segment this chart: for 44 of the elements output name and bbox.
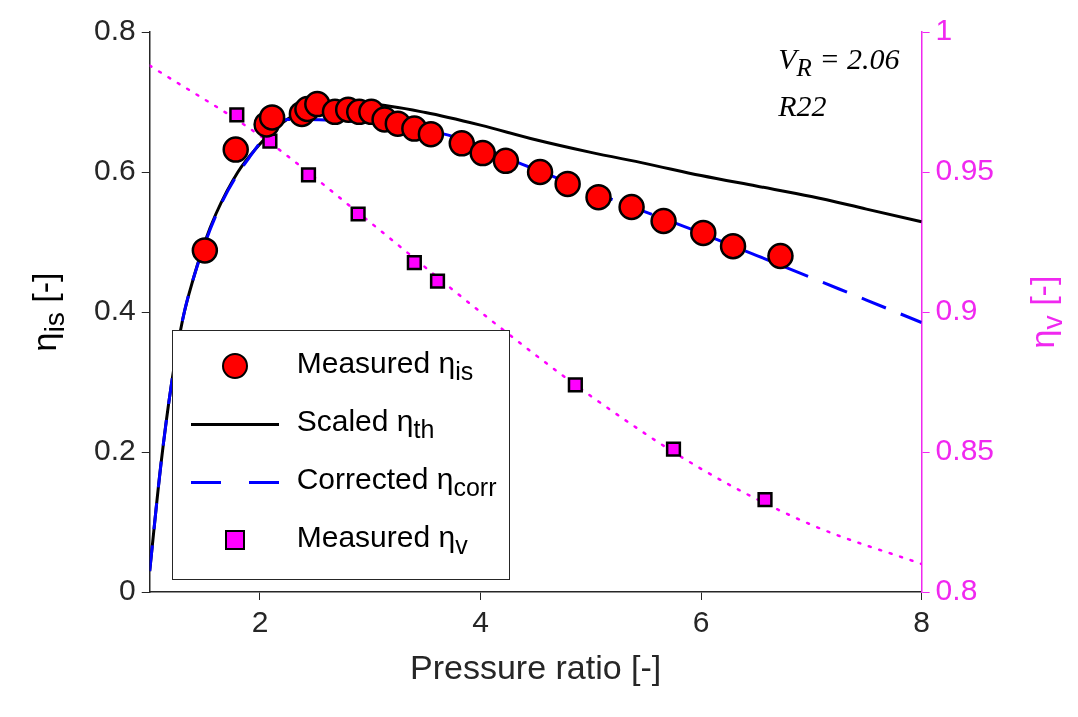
y2-tick-label: 0.95 [935,153,994,187]
y2-tick-label: 0.9 [935,293,978,327]
y-tick-label: 0 [119,573,136,607]
y2-tick-label: 0.85 [935,433,994,467]
point [406,255,422,271]
legend-label: Scaled η$_{th}$ [296,404,435,444]
point [567,377,583,393]
x-tick-label: 6 [692,605,710,639]
point [767,242,794,270]
annotation: R22 [778,88,828,124]
x-tick-label: 2 [251,605,269,639]
y-tick-label: 0.6 [93,153,136,187]
legend-label: Corrected η$_{corr}$ [296,462,497,502]
legend-label: Measured η$_{v}$ [296,520,468,560]
point [229,107,245,123]
point [191,237,219,264]
y-tick-label: 0.8 [93,13,136,47]
point [448,130,476,157]
point [469,139,496,167]
point [526,158,554,186]
annotation: V$_{R}$ = 2.06 [778,41,900,83]
y-tick-label: 0.2 [93,433,136,467]
x-tick-label: 4 [472,605,489,639]
point [757,491,773,508]
point [300,167,317,183]
y2-tick-label: 0.8 [935,573,978,607]
point [222,136,249,163]
x-tick-label: 8 [913,605,930,639]
legend-label: Measured η$_{is}$ [296,346,474,386]
point [492,147,520,175]
point [690,219,717,247]
point [585,183,612,211]
point [618,193,645,221]
point [554,170,581,198]
point [429,273,446,289]
point [650,207,677,235]
point [665,441,682,457]
point [719,232,747,260]
point [417,120,445,148]
point [258,104,286,131]
y-tick-label: 0.4 [93,293,136,327]
point [350,206,366,222]
y2-tick-label: 1 [935,13,953,47]
x-axis-title: Pressure ratio [-] [409,648,663,687]
